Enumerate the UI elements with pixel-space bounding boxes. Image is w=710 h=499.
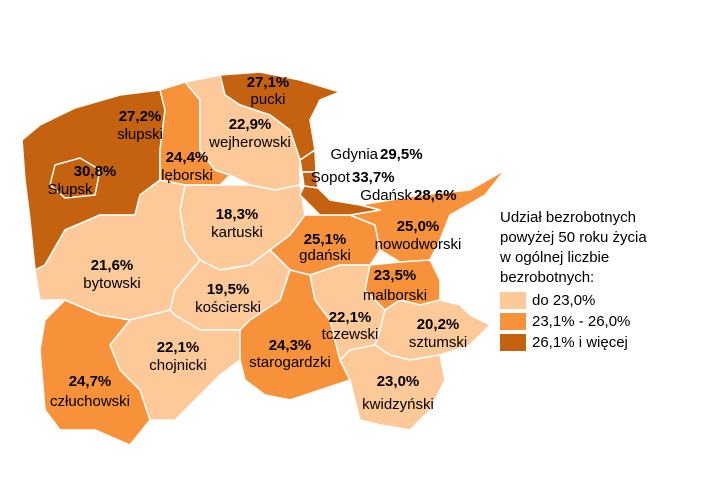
region-name: kwidzyński: [362, 396, 434, 413]
legend-swatch: [500, 334, 526, 351]
region-value: 25,0%: [397, 218, 440, 235]
region-name: lęborski: [161, 167, 213, 184]
region-name: kartuski: [211, 224, 263, 241]
region-value: 20,2%: [417, 316, 460, 333]
region-name: słupski: [117, 126, 163, 143]
city-name: Gdynia: [330, 146, 378, 163]
region-name: człuchowski: [50, 393, 130, 410]
region-name: gdański: [299, 247, 351, 264]
region: [349, 169, 506, 263]
region: [39, 299, 151, 446]
region-value: 23,0%: [377, 373, 420, 390]
region-value: 24,4%: [166, 149, 209, 166]
region-value: 22,9%: [229, 116, 272, 133]
region-value: 21,6%: [91, 257, 134, 274]
region-name: pucki: [250, 91, 285, 108]
region-name: tczewski: [322, 326, 379, 343]
region-value: 23,5%: [374, 267, 417, 284]
region-name: bytowski: [83, 275, 141, 292]
region: [339, 344, 446, 431]
city-name: Gdańsk: [360, 187, 412, 204]
legend-title: w ogólnej liczbie: [499, 249, 609, 266]
region-name: kościerski: [195, 299, 261, 316]
legend-title: Udział bezrobotnych: [500, 209, 636, 226]
region-name: wejherowski: [208, 134, 291, 151]
region-value: 25,1%: [304, 231, 347, 248]
region-name: sztumski: [409, 334, 467, 351]
region-value: 22,1%: [157, 339, 200, 356]
region-name: starogardzki: [249, 354, 331, 371]
region-name: chojnicki: [149, 357, 207, 374]
city-value: 29,5%: [380, 146, 423, 163]
region-value: 19,5%: [207, 281, 250, 298]
region-name: nowodworski: [375, 236, 462, 253]
region-value: 27,2%: [119, 108, 162, 125]
legend-label: 26,1% i więcej: [532, 334, 628, 351]
region-name: malborski: [363, 287, 427, 304]
region-value: 18,3%: [216, 206, 259, 223]
region-name: Słupsk: [47, 181, 93, 198]
legend-swatch: [500, 292, 526, 309]
city-name: Sopot: [311, 169, 351, 186]
region-value: 24,7%: [69, 373, 112, 390]
legend-swatch: [500, 313, 526, 330]
legend-label: 23,1% - 26,0%: [532, 313, 630, 330]
region-value: 30,8%: [74, 163, 117, 180]
legend-label: do 23,0%: [532, 292, 595, 309]
legend-title: powyżej 50 roku życia: [500, 229, 647, 246]
region-value: 22,1%: [329, 309, 372, 326]
legend-title: bezrobotnych:: [500, 269, 594, 286]
city-area: [299, 185, 381, 216]
city-value: 33,7%: [352, 169, 395, 186]
city-value: 28,6%: [414, 187, 457, 204]
region-value: 24,3%: [269, 337, 312, 354]
region-value: 27,1%: [247, 74, 290, 91]
region: [49, 157, 101, 199]
